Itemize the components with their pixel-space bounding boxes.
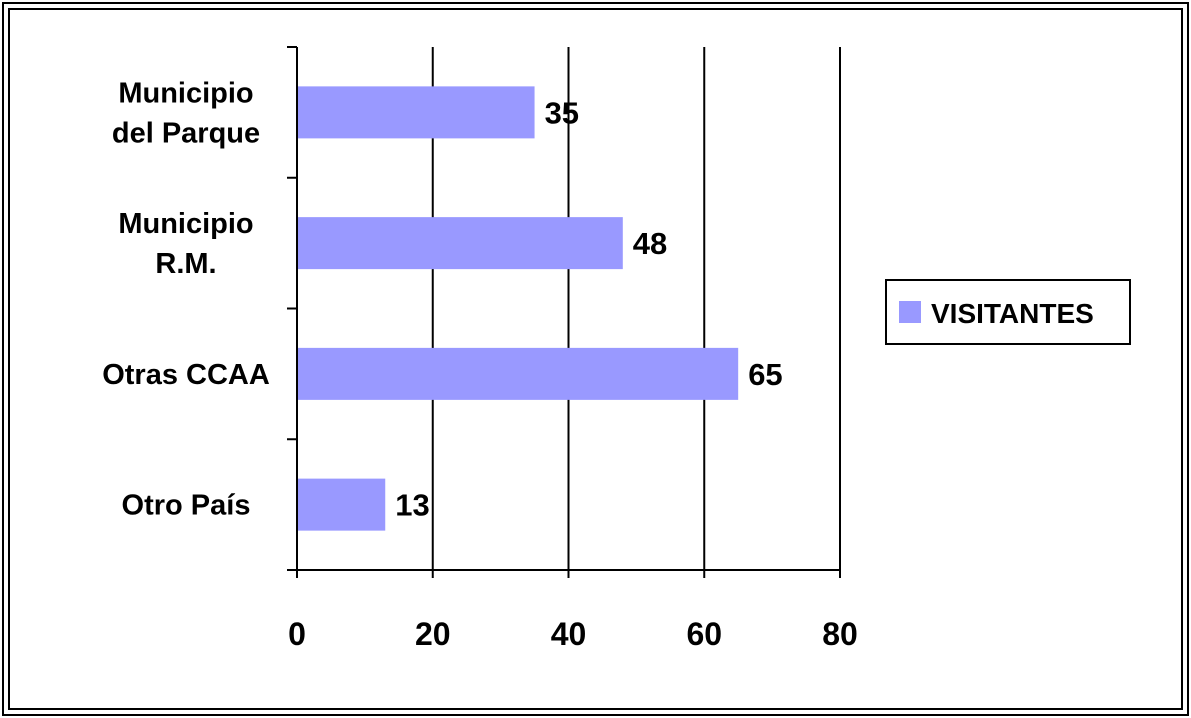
bar-3	[297, 478, 386, 531]
vertical-gridlines	[431, 47, 841, 570]
bar-1	[297, 217, 623, 270]
legend: VISITANTES	[885, 279, 1131, 345]
x-tick-labels: 0 20 40 60 80	[288, 616, 858, 652]
category-label-1-0: Municipio	[118, 208, 253, 240]
legend-swatch	[899, 301, 921, 323]
category-label-1-1: R.M.	[155, 248, 216, 280]
x-tick-label-60: 60	[686, 616, 722, 652]
data-label-0: 35	[545, 95, 579, 130]
category-label-2-0: Otras CCAA	[102, 359, 270, 391]
category-label-3-0: Otro País	[122, 490, 251, 522]
category-labels: Municipio del Parque Municipio R.M. Otras CC…	[102, 77, 270, 521]
x-tick-label-20: 20	[415, 616, 451, 652]
category-label-0-1: del Parque	[112, 117, 260, 149]
x-tick-label-0: 0	[288, 616, 306, 652]
legend-box	[885, 279, 1131, 345]
data-label-3: 13	[395, 488, 429, 523]
data-label-1: 48	[633, 226, 667, 261]
bar-2	[297, 347, 739, 400]
data-label-2: 65	[748, 357, 782, 392]
inner-border	[8, 8, 1183, 710]
x-tick-label-80: 80	[822, 616, 858, 652]
data-labels: 35 48 65 13	[395, 95, 782, 522]
category-label-0-0: Municipio	[118, 77, 253, 109]
x-tick-label-40: 40	[551, 616, 587, 652]
bar-0	[297, 86, 535, 139]
axes	[287, 46, 841, 578]
legend-label: VISITANTES	[931, 298, 1094, 329]
bar-series	[297, 86, 739, 531]
